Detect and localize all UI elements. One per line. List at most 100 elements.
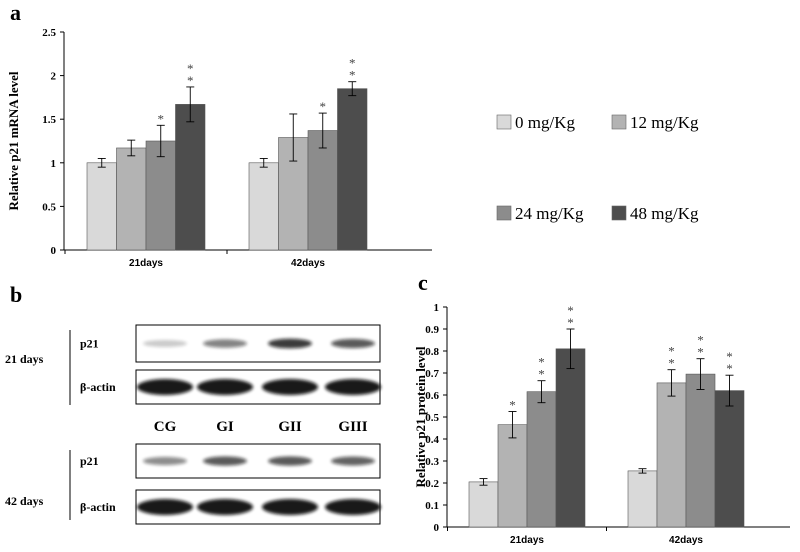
band [268,456,312,466]
y-tick-label: 1 [51,158,57,170]
significance-mark: ** [563,303,578,327]
band [137,379,193,395]
band [143,456,187,466]
lane-label: GIII [338,419,367,435]
band [143,340,187,347]
y-tick-label: 1 [434,302,440,314]
band [268,338,312,349]
legend-swatch [496,205,512,221]
y-tick-label: 0.3 [425,456,439,468]
bar [627,470,658,528]
error-bar [537,380,546,404]
error-bar [259,157,268,168]
band [331,456,375,466]
band [262,499,318,515]
error-bar [696,358,705,390]
error-bar [566,328,575,370]
error-bar [127,139,136,157]
band-label: p21 [80,337,99,351]
y-tick-label: 2.5 [42,27,56,39]
significance-mark: ** [183,61,198,85]
bar [337,88,368,251]
band [331,338,375,349]
error-bar [638,468,647,474]
bar [497,424,528,528]
band [262,379,318,395]
error-bar [97,157,106,168]
bar [656,382,687,528]
legend-swatch [496,114,512,130]
significance-mark: * [505,398,520,410]
y-tick-label: 0.6 [425,390,439,402]
x-tick-label: 21days [510,535,544,546]
group-label: 21 days [5,352,44,366]
error-bar [508,411,517,439]
bar [145,140,176,251]
legend-label: 0 mg/Kg [515,113,575,132]
y-axis-label: Relative p21 protein level [413,346,428,487]
legend-label: 24 mg/Kg [515,204,584,223]
band [137,499,193,515]
y-tick-label: 0.5 [42,201,56,213]
bar [116,147,147,251]
legend-label: 48 mg/Kg [630,204,699,223]
y-tick-label: 0.2 [425,478,439,490]
significance-mark: * [315,99,330,111]
panel-label: c [418,270,428,295]
bar [468,481,499,528]
bar [555,348,586,528]
y-tick-label: 0.9 [425,324,439,336]
lane-label: CG [154,419,177,435]
bar [86,162,117,251]
significance-mark: ** [534,355,549,379]
band [197,379,253,395]
error-bar [479,478,488,486]
band-label: p21 [80,454,99,468]
band [203,456,247,466]
band [325,379,381,395]
significance-mark: ** [664,344,679,368]
significance-mark: ** [345,56,360,80]
bar [526,391,557,528]
y-tick-label: 0.4 [425,434,439,446]
x-tick-label: 21days [129,258,163,269]
error-bar [725,374,734,407]
x-tick-label: 42days [291,258,325,269]
x-tick-label: 42days [669,535,703,546]
legend-swatch [611,205,627,221]
panel-label: b [10,282,22,307]
error-bar [318,112,327,149]
lane-label: GII [278,419,302,435]
bar [307,130,338,251]
panel-label: a [10,0,21,25]
significance-mark: * [153,111,168,123]
legend-swatch [611,114,627,130]
significance-mark: ** [693,333,708,357]
band [325,499,381,515]
y-axis-label: Relative p21 mRNA level [6,71,21,210]
bar [714,390,745,528]
bar [175,104,206,251]
group-label: 42 days [5,494,44,508]
lane-label: GI [216,419,234,435]
error-bar [186,86,195,123]
y-tick-label: 0.1 [425,500,439,512]
y-tick-label: 0.8 [425,346,439,358]
legend-label: 12 mg/Kg [630,113,699,132]
bar [685,373,716,528]
y-tick-label: 0 [51,245,57,257]
bar [248,162,279,251]
error-bar [348,81,357,97]
band [203,339,247,348]
western-blot: 21 days p21 β-actin 42 days p21 β-actin CG GI GI… [5,324,381,525]
significance-mark: ** [722,349,737,373]
band-label: β-actin [80,500,116,514]
band [197,499,253,515]
y-tick-label: 1.5 [42,114,56,126]
y-tick-label: 0 [434,522,440,534]
y-tick-label: 0.5 [425,412,439,424]
y-tick-label: 0.7 [425,368,439,380]
band-label: β-actin [80,380,116,394]
error-bar [667,369,676,397]
